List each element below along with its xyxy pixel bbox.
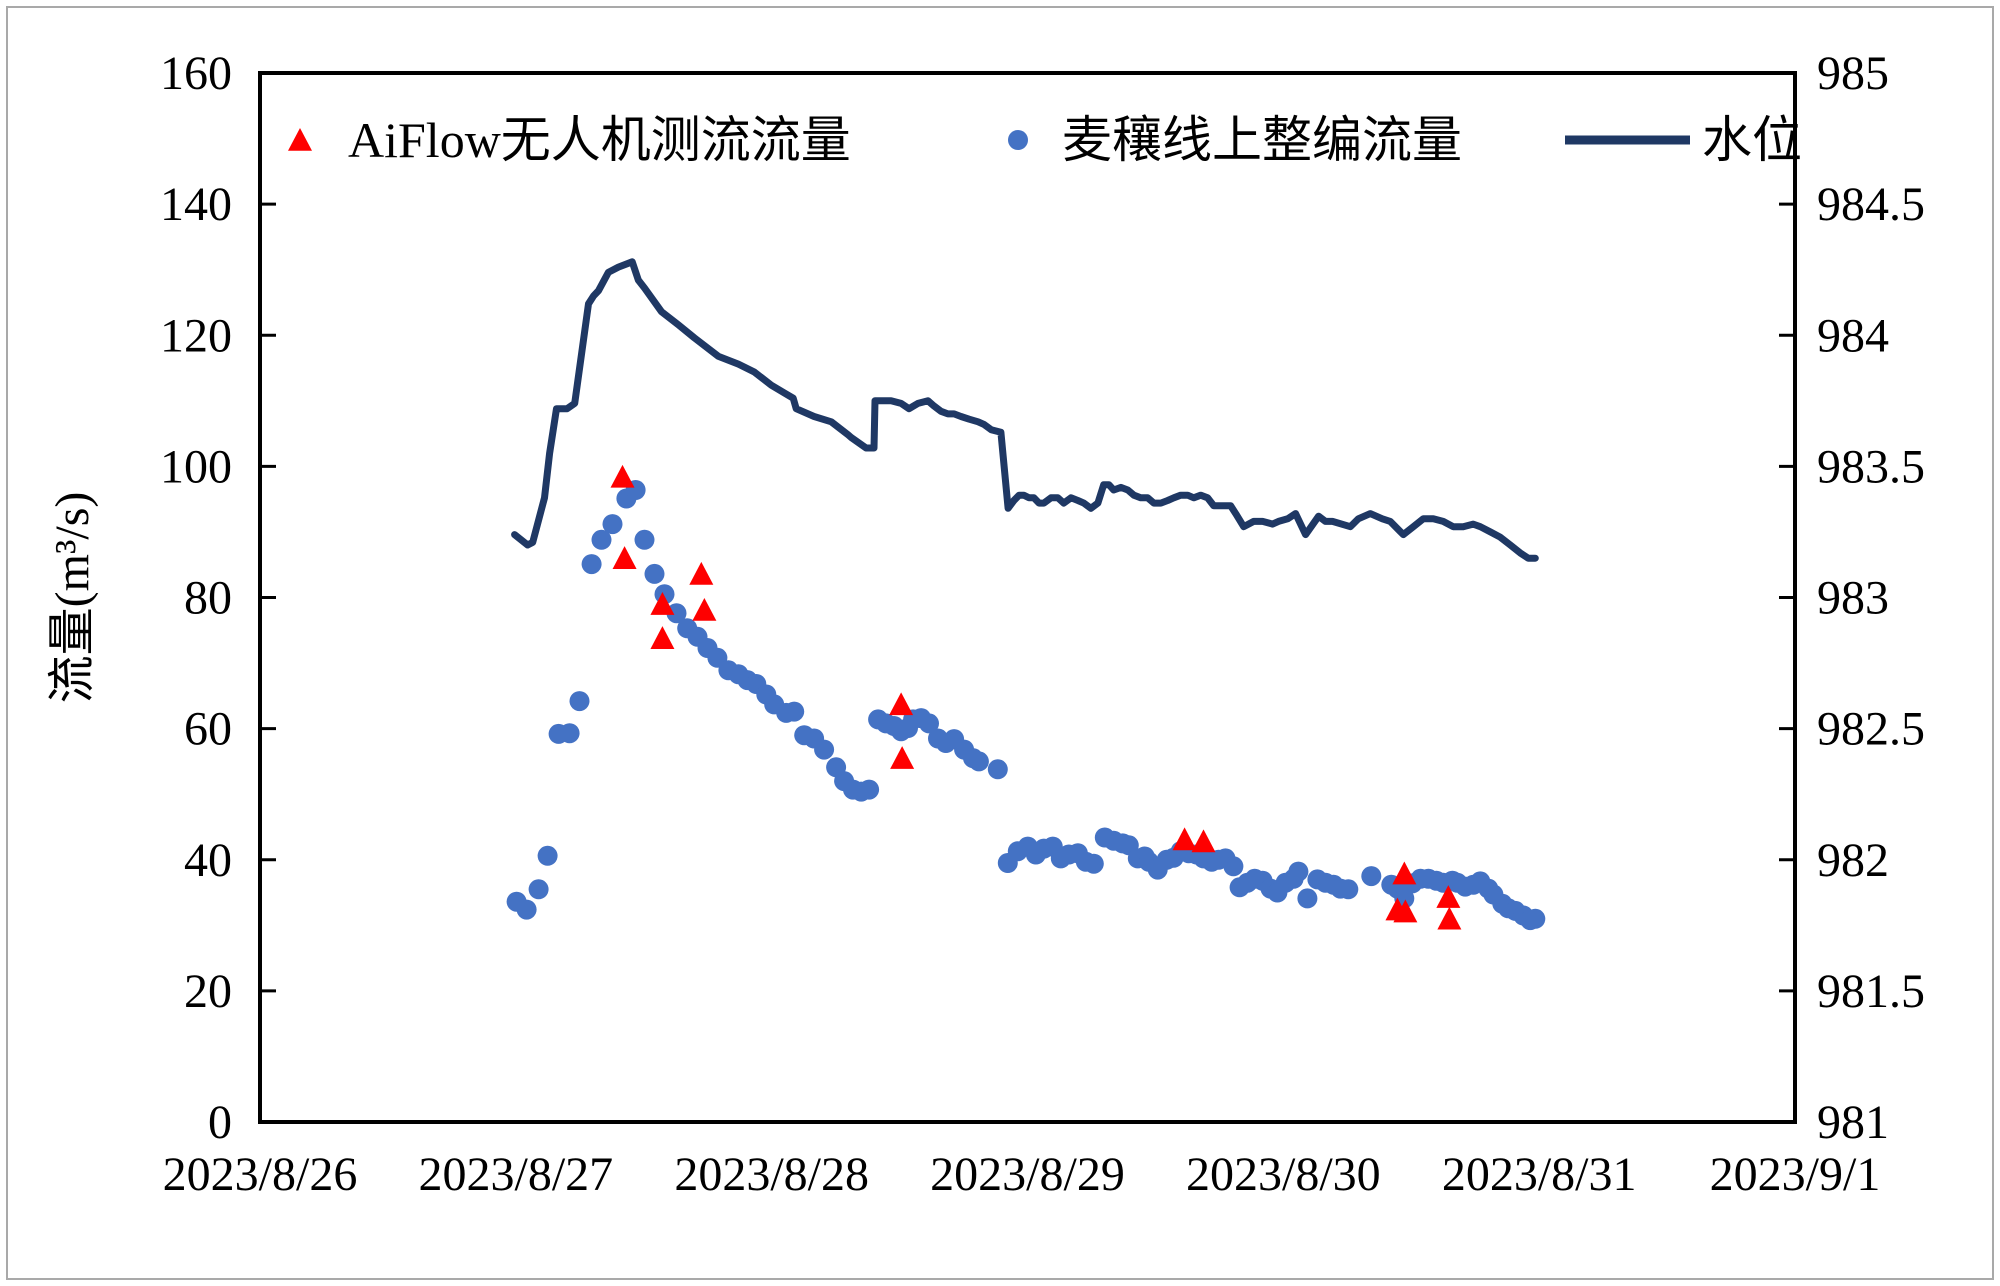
legend-level-label: 水位 bbox=[1702, 112, 1802, 168]
x-axis-tick-label: 2023/9/1 bbox=[1710, 1148, 1881, 1201]
left-axis-tick-label: 20 bbox=[184, 965, 232, 1018]
aiflow-triangle bbox=[890, 746, 915, 769]
aiflow-triangle bbox=[612, 546, 637, 569]
x-axis-tick-label: 2023/8/29 bbox=[930, 1148, 1125, 1201]
legend-aiflow-marker-icon bbox=[288, 128, 312, 151]
aiflow-triangle bbox=[610, 464, 635, 488]
flow-dot bbox=[528, 879, 549, 900]
right-axis-tick-label: 984 bbox=[1817, 309, 1889, 362]
flow-dot bbox=[666, 603, 687, 624]
flow-dot bbox=[1083, 853, 1104, 874]
left-axis-tick-label: 100 bbox=[160, 440, 232, 493]
aiflow-triangle bbox=[889, 692, 914, 716]
flow-dot bbox=[1338, 879, 1359, 900]
x-axis-tick-label: 2023/8/31 bbox=[1442, 1148, 1637, 1201]
x-axis-tick-label: 2023/8/30 bbox=[1186, 1148, 1381, 1201]
right-axis-tick-label: 981 bbox=[1817, 1096, 1889, 1149]
aiflow-triangle bbox=[1392, 861, 1417, 885]
flow-dot bbox=[591, 529, 612, 550]
aiflow-triangle bbox=[1437, 906, 1462, 930]
aiflow-triangle bbox=[650, 626, 675, 649]
flow-dot bbox=[1223, 856, 1244, 877]
flow-dot bbox=[537, 845, 558, 866]
left-axis-tick-label: 120 bbox=[160, 309, 232, 362]
flow-dot bbox=[859, 779, 880, 800]
left-axis-tick-label: 80 bbox=[184, 572, 232, 625]
left-axis-tick-label: 60 bbox=[184, 703, 232, 756]
aiflow-triangle bbox=[1393, 899, 1418, 923]
right-axis-tick-label: 983 bbox=[1817, 572, 1889, 625]
aiflow-triangle bbox=[1191, 829, 1216, 853]
right-axis-tick-label: 983.5 bbox=[1817, 440, 1925, 493]
aiflow-triangle bbox=[689, 561, 714, 585]
plot-frame bbox=[258, 71, 1797, 1124]
flow-dot bbox=[919, 713, 939, 734]
left-axis-tick-label: 40 bbox=[184, 834, 232, 887]
legend-aiflow-label: AiFlow无人机测流流量 bbox=[348, 112, 851, 168]
flow-dot bbox=[634, 529, 655, 550]
right-axis-tick-label: 984.5 bbox=[1817, 178, 1925, 231]
water-level-line bbox=[511, 258, 1539, 562]
aiflow-triangle bbox=[1436, 885, 1461, 908]
flow-dot bbox=[569, 691, 590, 712]
left-axis-tick-label: 140 bbox=[160, 178, 232, 231]
flow-dot bbox=[814, 739, 835, 760]
x-axis-tick-label: 2023/8/27 bbox=[418, 1148, 613, 1201]
flow-dot bbox=[987, 759, 1008, 780]
flow-dot bbox=[1361, 866, 1382, 887]
aiflow-triangle bbox=[1172, 827, 1197, 851]
flow-dot bbox=[644, 563, 665, 584]
right-axis-tick-label: 982.5 bbox=[1817, 703, 1925, 756]
aiflow-triangle bbox=[650, 592, 675, 615]
flow-dot bbox=[602, 514, 623, 535]
legend-flow-label: 麦穰线上整编流量 bbox=[1062, 112, 1462, 168]
left-axis-title: 流量(m³/s) bbox=[46, 492, 99, 704]
aiflow-triangle bbox=[692, 597, 717, 621]
flow-dot bbox=[559, 723, 580, 744]
figure-border bbox=[6, 6, 1994, 1280]
right-axis-tick-label: 981.5 bbox=[1817, 965, 1925, 1018]
right-axis-tick-label: 982 bbox=[1817, 834, 1889, 887]
flow-dot bbox=[1297, 888, 1318, 909]
legend-dot-marker-icon bbox=[1008, 130, 1028, 150]
flow-dot bbox=[968, 751, 989, 772]
left-axis-tick-label: 0 bbox=[208, 1096, 232, 1149]
flow-dot bbox=[784, 701, 805, 722]
right-axis-tick-label: 985 bbox=[1817, 47, 1889, 100]
flow-dot bbox=[1288, 861, 1309, 882]
flow-dot bbox=[581, 554, 602, 575]
flow-dot bbox=[1525, 908, 1546, 929]
x-axis-tick-label: 2023/8/28 bbox=[674, 1148, 869, 1201]
x-axis-tick-label: 2023/8/26 bbox=[163, 1148, 358, 1201]
left-axis-tick-label: 160 bbox=[160, 47, 232, 100]
flow-dot bbox=[516, 899, 537, 920]
